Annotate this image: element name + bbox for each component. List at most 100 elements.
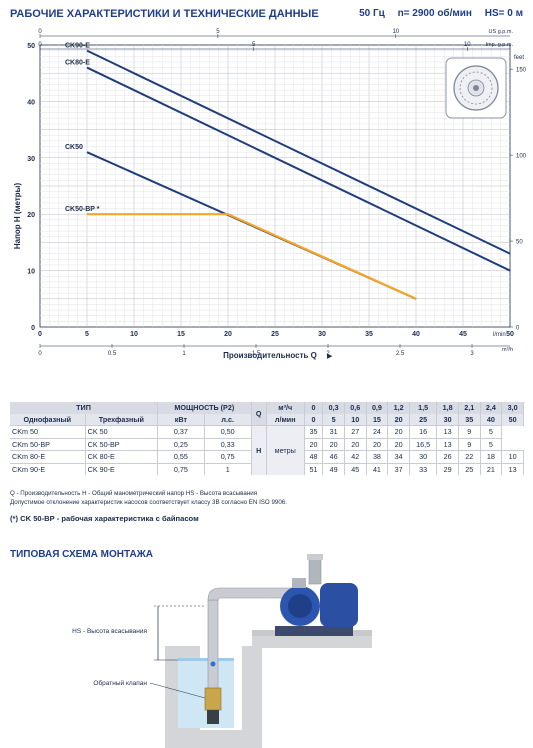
- model-three: CK 50-BP: [85, 437, 159, 451]
- series-line: [86, 66, 511, 272]
- head-value: 25: [458, 462, 481, 475]
- spec-table: ТИП МОЩНОСТЬ (P2) Q м³/ч 0 0,3 0,6 0,9 1…: [10, 402, 524, 475]
- right-axis-tick-label: 50: [516, 240, 523, 246]
- lmin-value: 35: [458, 413, 481, 426]
- col-single: Однофазный: [10, 413, 86, 426]
- installation-diagram: HS - Высота всасывания Обратный клапан: [72, 554, 372, 748]
- head-value: 20: [366, 437, 389, 451]
- series-label: CK50: [65, 144, 83, 151]
- x-tick-label: 25: [271, 331, 279, 338]
- head-value: 35: [304, 425, 324, 438]
- bottom-axis2-tick-label: 1: [182, 351, 186, 357]
- bottom-axis2-tick-label: 1.5: [252, 351, 261, 357]
- install-title: ТИПОВАЯ СХЕМА МОНТАЖА: [10, 549, 153, 560]
- m3h-value: 0,9: [366, 402, 389, 414]
- y-axis-label: Напор H (метры): [13, 183, 22, 250]
- chart-grid: [39, 44, 511, 328]
- col-three: Трехфазный: [85, 413, 159, 426]
- series-label: CK90-E: [65, 43, 90, 50]
- header: РАБОЧИЕ ХАРАКТЕРИСТИКИ И ТЕХНИЧЕСКИЕ ДАН…: [10, 8, 523, 24]
- head-value: 18: [480, 450, 503, 463]
- x-tick-label: 20: [224, 331, 232, 338]
- x-tick-label: 10: [130, 331, 138, 338]
- bottom-axis2-tick-label: 0: [38, 351, 42, 357]
- power-kw: 0,25: [157, 437, 205, 451]
- series-line: [86, 49, 511, 255]
- bottom-axis-unit-m3h: m³/h: [502, 347, 513, 353]
- col-kw: кВт: [157, 413, 205, 426]
- lmin-value: 50: [501, 413, 524, 426]
- x-tick-label: 50: [506, 331, 514, 338]
- y-tick-label: 50: [27, 43, 35, 50]
- table-row: CKm 90-E CK 90-E 0,75 1 51 49 45 41 37 3…: [10, 462, 524, 475]
- top-axis-tick-label: 5: [252, 42, 256, 48]
- model-single: CKm 80-E: [10, 450, 86, 463]
- x-tick-label: 35: [365, 331, 373, 338]
- head-value: 30: [409, 450, 438, 463]
- note-legend: Q - Производительность H - Общий маномет…: [10, 490, 258, 497]
- head-value: 26: [436, 450, 459, 463]
- y-tick-label: 40: [27, 99, 35, 106]
- head-value: 22: [458, 450, 481, 463]
- m3h-value: 0: [304, 402, 324, 414]
- m3h-value: 0,6: [344, 402, 367, 414]
- h-symbol: H: [256, 446, 262, 455]
- lmin-value: 25: [409, 413, 438, 426]
- power-kw: 0,55: [157, 450, 205, 463]
- top-axis-tick-label: 5: [216, 29, 220, 35]
- head-value: 16: [409, 425, 438, 438]
- pump: [275, 554, 358, 636]
- col-tip: ТИП: [10, 402, 159, 414]
- power-hp: 0,33: [204, 437, 252, 451]
- series-label: CK50-BP *: [65, 206, 100, 213]
- page-title: РАБОЧИЕ ХАРАКТЕРИСТИКИ И ТЕХНИЧЕСКИЕ ДАН…: [10, 8, 319, 20]
- power-hp: 0,75: [204, 450, 252, 463]
- suction-height: HS= 0 м: [484, 8, 523, 19]
- m3h-value: 1,5: [409, 402, 438, 414]
- table-notes: Q - Производительность H - Общий маномет…: [10, 490, 287, 507]
- speed: n= 2900 об/мин: [397, 8, 472, 19]
- top-axis-tick-label: 10: [464, 42, 471, 48]
- bottom-axis2-tick-label: 3: [470, 351, 474, 357]
- unit-lmin: л/мин: [266, 413, 305, 426]
- x-tick-label: 15: [177, 331, 185, 338]
- y2-unit-label: feet: [514, 55, 524, 61]
- x-tick-label: 40: [412, 331, 420, 338]
- lmin-value: 10: [344, 413, 367, 426]
- head-value: 38: [366, 450, 389, 463]
- right-axis-tick-label: 150: [516, 68, 527, 74]
- series-label: CK80-E: [65, 60, 90, 67]
- col-q: Q: [251, 402, 267, 426]
- y-tick-label: 30: [27, 156, 35, 163]
- note-tolerance: Допустимое отклонение характеристик насо…: [10, 498, 287, 506]
- head-value: 13: [436, 425, 459, 438]
- head-value: 20: [387, 425, 410, 438]
- header-params: 50 Гц n= 2900 об/мин HS= 0 м: [349, 8, 523, 19]
- head-value: 24: [366, 425, 389, 438]
- model-three: CK 80-E: [85, 450, 159, 463]
- head-value: 41: [366, 462, 389, 475]
- head-value: 20: [322, 437, 345, 451]
- x-tick-label: 45: [459, 331, 467, 338]
- m3h-value: 1,2: [387, 402, 410, 414]
- frequency: 50 Гц: [359, 8, 385, 19]
- head-value: 31: [322, 425, 345, 438]
- head-value: 20: [304, 437, 324, 451]
- head-value: 46: [322, 450, 345, 463]
- head-value: 13: [436, 437, 459, 451]
- top-axis-tick-label: 0: [38, 29, 42, 35]
- head-value: 34: [387, 450, 410, 463]
- chart-curves: [86, 49, 511, 300]
- lmin-value: 40: [480, 413, 503, 426]
- model-single: CKm 50: [10, 425, 86, 438]
- unit-m3h: м³/ч: [266, 402, 305, 414]
- x-tick-label: 30: [318, 331, 326, 338]
- m3h-value: 0,3: [322, 402, 345, 414]
- head-value: 20: [387, 437, 410, 451]
- y-tick-label: 20: [27, 212, 35, 219]
- h-unit: метры: [266, 425, 305, 475]
- top-axis-unit-imp: Imp. g.p.m.: [485, 42, 513, 48]
- power-kw: 0,37: [157, 425, 205, 438]
- impeller-thumbnail: [445, 57, 507, 119]
